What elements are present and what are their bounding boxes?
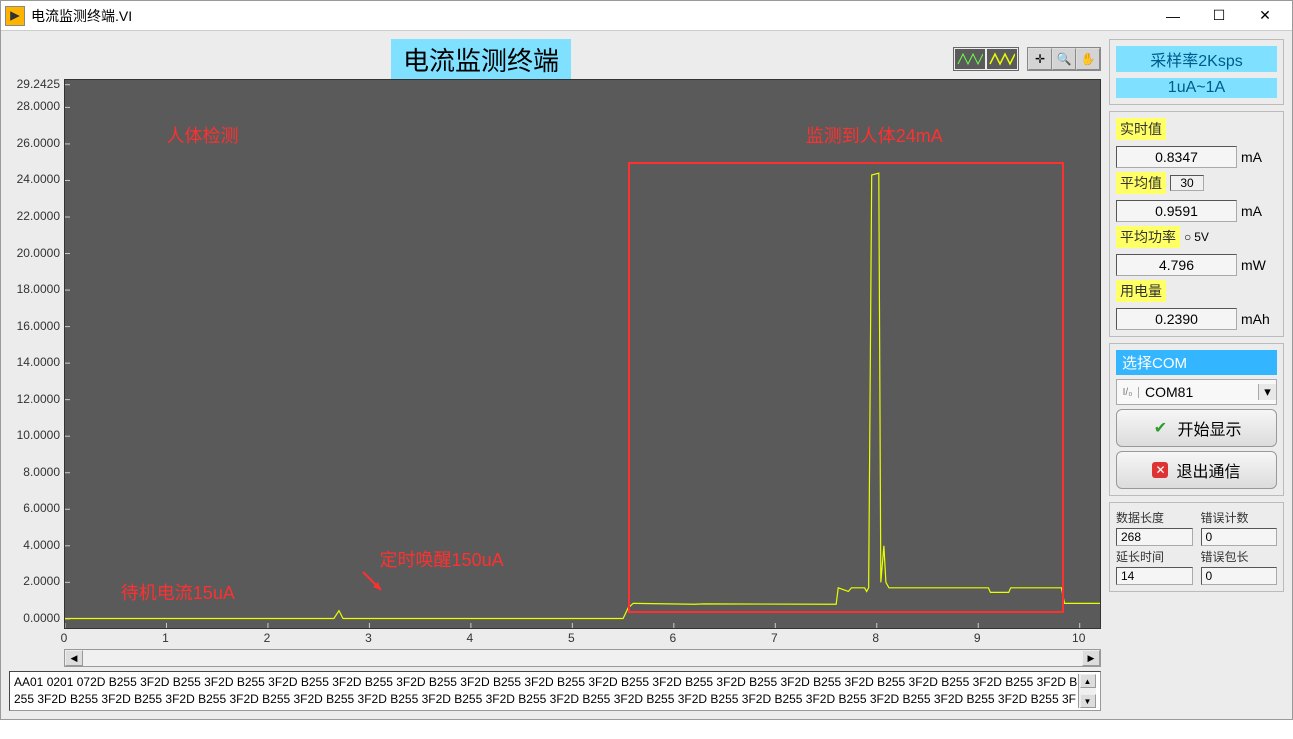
y-tick: 28.0000 <box>17 99 60 113</box>
start-button-label: 开始显示 <box>1177 416 1241 440</box>
delay-value: 14 <box>1116 567 1193 585</box>
y-tick: 6.0000 <box>23 501 60 515</box>
energy-unit: mAh <box>1241 311 1277 327</box>
sampling-info: 采样率2Ksps 1uA~1A <box>1109 39 1284 105</box>
maximize-button[interactable]: ☐ <box>1196 2 1242 30</box>
y-tick: 12.0000 <box>17 392 60 406</box>
data-len-label: 数据长度 <box>1116 509 1193 526</box>
realtime-value: 0.8347 <box>1116 146 1237 168</box>
err-pkt-label: 错误包长 <box>1201 548 1278 565</box>
start-button[interactable]: ✔ 开始显示 <box>1116 409 1277 447</box>
chart-toolbar: ✛ 🔍 ✋ <box>1027 47 1101 71</box>
err-pkt-value: 0 <box>1201 567 1278 585</box>
x-tick: 7 <box>771 631 778 645</box>
x-tick: 0 <box>61 631 68 645</box>
energy-value: 0.2390 <box>1116 308 1237 330</box>
energy-label: 用电量 <box>1116 280 1166 302</box>
sidebar: 采样率2Ksps 1uA~1A 实时值 0.8347 mA 平均值 30 0.9… <box>1109 39 1284 711</box>
power-label: 平均功率 <box>1116 226 1180 248</box>
y-tick: 8.0000 <box>23 465 60 479</box>
y-tick: 16.0000 <box>17 319 60 333</box>
y-tick: 24.0000 <box>17 172 60 186</box>
close-button[interactable]: ✕ <box>1242 2 1288 30</box>
main-panel: 电流监测终端 ✛ 🔍 ✋ 0.0000 2.0000 4.0000 <box>9 39 1101 711</box>
chart-h-scrollbar[interactable]: ◀ ▶ <box>64 649 1101 667</box>
x-tick: 1 <box>162 631 169 645</box>
raw-data-content: AA01 0201 072D B255 3F2D B255 3F2D B255 … <box>14 674 1078 708</box>
y-tick: 4.0000 <box>23 538 60 552</box>
x-tick: 6 <box>669 631 676 645</box>
y-tick: 18.0000 <box>17 282 60 296</box>
y-tick: 29.2425 <box>17 77 60 91</box>
range-label: 1uA~1A <box>1116 78 1277 98</box>
realtime-label: 实时值 <box>1116 118 1166 140</box>
voltage-selector[interactable]: ○ 5V <box>1184 230 1209 244</box>
err-cnt-label: 错误计数 <box>1201 509 1278 526</box>
sample-rate-label: 采样率2Ksps <box>1116 46 1277 72</box>
labview-icon <box>5 6 25 26</box>
measurements-panel: 实时值 0.8347 mA 平均值 30 0.9591 mA 平均功率 ○ 5V <box>1109 111 1284 337</box>
y-tick: 20.0000 <box>17 246 60 260</box>
scroll-left-icon[interactable]: ◀ <box>65 650 83 666</box>
com-select[interactable]: I/₀ COM81 ▾ <box>1116 379 1277 405</box>
crosshair-tool-icon[interactable]: ✛ <box>1028 48 1052 70</box>
chart-title: 电流监测终端 <box>391 39 571 80</box>
pan-tool-icon[interactable]: ✋ <box>1076 48 1100 70</box>
y-tick: 22.0000 <box>17 209 60 223</box>
plot-region[interactable]: 人体检测 待机电流15uA 定时唤醒150uA 监测到人体24mA <box>64 79 1101 629</box>
y-tick: 0.0000 <box>23 611 60 625</box>
y-tick: 2.0000 <box>23 574 60 588</box>
y-tick: 14.0000 <box>17 355 60 369</box>
com-value: COM81 <box>1139 384 1258 400</box>
x-axis: 0 1 2 3 4 5 6 7 8 9 10 <box>64 629 1101 649</box>
data-len-value: 268 <box>1116 528 1193 546</box>
exit-button-label: 退出通信 <box>1176 458 1240 482</box>
com-panel: 选择COM I/₀ COM81 ▾ ✔ 开始显示 ✕ 退出通信 <box>1109 343 1284 496</box>
chevron-down-icon[interactable]: ▾ <box>1258 384 1276 400</box>
x-tick: 8 <box>872 631 879 645</box>
titlebar[interactable]: 电流监测终端.VI — ☐ ✕ <box>1 1 1292 31</box>
y-tick: 10.0000 <box>17 428 60 442</box>
realtime-unit: mA <box>1241 149 1277 165</box>
com-io-icon: I/₀ <box>1117 387 1139 398</box>
chart-legend[interactable] <box>953 47 1019 71</box>
average-label: 平均值 <box>1116 172 1166 194</box>
x-tick: 10 <box>1072 631 1085 645</box>
scroll-down-icon[interactable]: ▼ <box>1080 694 1096 708</box>
x-tick: 9 <box>974 631 981 645</box>
delay-label: 延长时间 <box>1116 548 1193 565</box>
minimize-button[interactable]: — <box>1150 2 1196 30</box>
y-tick: 26.0000 <box>17 136 60 150</box>
scroll-up-icon[interactable]: ▲ <box>1080 674 1096 688</box>
zoom-tool-icon[interactable]: 🔍 <box>1052 48 1076 70</box>
textbox-v-scrollbar[interactable]: ▲ ▼ <box>1078 674 1096 708</box>
err-cnt-value: 0 <box>1201 528 1278 546</box>
x-tick: 5 <box>568 631 575 645</box>
average-n-input[interactable]: 30 <box>1170 175 1204 191</box>
chart-area: 0.0000 2.0000 4.0000 6.0000 8.0000 10.0000 12.… <box>9 79 1101 629</box>
power-unit: mW <box>1241 257 1277 273</box>
power-value: 4.796 <box>1116 254 1237 276</box>
check-icon: ✔ <box>1151 419 1169 437</box>
raw-data-textbox[interactable]: AA01 0201 072D B255 3F2D B255 3F2D B255 … <box>9 671 1101 711</box>
com-label: 选择COM <box>1116 350 1277 375</box>
y-axis: 0.0000 2.0000 4.0000 6.0000 8.0000 10.0000 12.… <box>9 79 64 629</box>
scroll-right-icon[interactable]: ▶ <box>1082 650 1100 666</box>
app-window: 电流监测终端.VI — ☐ ✕ 电流监测终端 <box>0 0 1293 720</box>
legend-series-1-icon <box>955 49 985 69</box>
stats-panel: 数据长度 错误计数 268 0 延长时间 错误包长 14 0 <box>1109 502 1284 592</box>
close-red-icon: ✕ <box>1152 462 1168 478</box>
average-unit: mA <box>1241 203 1277 219</box>
average-value: 0.9591 <box>1116 200 1237 222</box>
window-title: 电流监测终端.VI <box>31 6 1150 26</box>
legend-series-2-icon <box>987 49 1017 69</box>
x-tick: 3 <box>365 631 372 645</box>
exit-button[interactable]: ✕ 退出通信 <box>1116 451 1277 489</box>
x-tick: 4 <box>467 631 474 645</box>
x-tick: 2 <box>264 631 271 645</box>
